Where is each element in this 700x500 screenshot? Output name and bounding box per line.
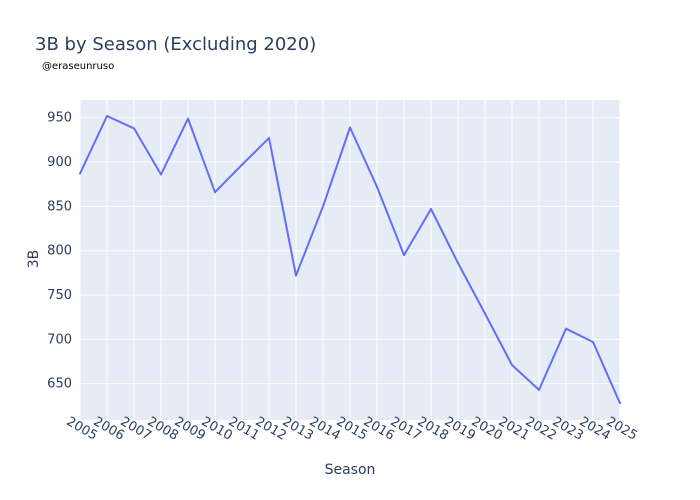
data-point [133, 127, 135, 130]
data-point [322, 205, 324, 208]
data-point [565, 327, 567, 330]
gridlines [79, 100, 621, 420]
data-point [403, 254, 405, 257]
data-point [619, 402, 621, 405]
y-tick-label: 950 [47, 111, 72, 126]
data-point [214, 191, 216, 194]
data-point [511, 364, 513, 367]
y-tick-label: 650 [47, 377, 72, 392]
chart-subtitle: @eraseunruso [42, 61, 114, 72]
y-tick-labels: 650 700 750 800 850 900 950 [47, 111, 72, 392]
data-point [592, 340, 594, 343]
data-point [349, 126, 351, 129]
x-tick-label: 2025 [604, 414, 640, 444]
series-layer [79, 114, 621, 405]
data-point [484, 312, 486, 315]
y-axis-title: 3B [26, 250, 42, 269]
data-point [430, 208, 432, 211]
y-tick-label: 850 [47, 199, 72, 214]
y-tick-label: 900 [47, 155, 72, 170]
y-tick-label: 800 [47, 244, 72, 259]
data-point [295, 274, 297, 277]
data-point [376, 185, 378, 188]
x-axis-title: Season [325, 462, 376, 478]
y-tick-label: 700 [47, 332, 72, 347]
data-point [79, 172, 81, 175]
chart-title: 3B by Season (Excluding 2020) [35, 34, 316, 55]
data-point [538, 388, 540, 391]
data-point [241, 163, 243, 166]
data-point [457, 262, 459, 265]
data-point [106, 114, 108, 117]
data-point [160, 173, 162, 176]
data-point [268, 137, 270, 140]
data-point [187, 117, 189, 120]
y-tick-label: 750 [47, 288, 72, 303]
